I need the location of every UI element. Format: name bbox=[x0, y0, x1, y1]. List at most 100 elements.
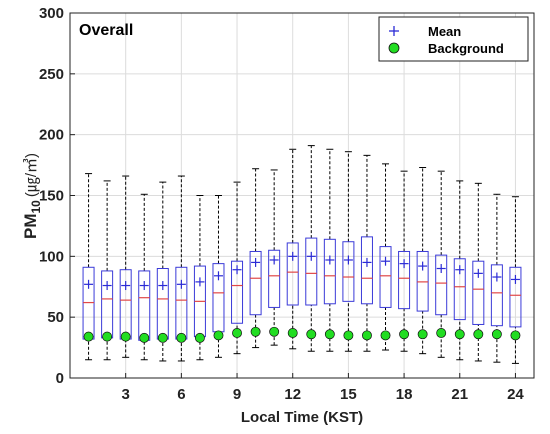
background-series bbox=[83, 326, 521, 343]
background-point-hour-22 bbox=[473, 329, 484, 340]
x-tick-label: 21 bbox=[451, 386, 468, 403]
legend: Mean Background bbox=[378, 16, 529, 62]
box-hour-16 bbox=[360, 154, 373, 352]
x-axis-label: Local Time (KST) bbox=[241, 409, 363, 426]
background-point-hour-14 bbox=[324, 329, 335, 340]
box-hour-10 bbox=[249, 168, 262, 349]
mean-marker-hour-13 bbox=[306, 251, 316, 261]
x-tick-label: 6 bbox=[177, 386, 185, 403]
legend-background-marker bbox=[388, 42, 400, 54]
background-point-hour-2 bbox=[102, 331, 113, 342]
legend-box bbox=[378, 16, 529, 62]
background-point-hour-19 bbox=[417, 329, 428, 340]
panel-label: Overall bbox=[79, 22, 133, 39]
y-axis-label-subscript: 10 bbox=[29, 200, 43, 214]
background-point-hour-6 bbox=[176, 332, 187, 343]
background-point-hour-15 bbox=[343, 330, 354, 341]
iqr-box bbox=[453, 258, 466, 321]
box-hour-15 bbox=[342, 151, 355, 352]
iqr-box bbox=[490, 264, 503, 327]
iqr-box bbox=[231, 260, 244, 324]
box-hour-6 bbox=[175, 175, 188, 362]
legend-mean-marker bbox=[389, 26, 399, 36]
mean-marker-hour-20 bbox=[436, 264, 446, 273]
iqr-box bbox=[509, 266, 522, 328]
mean-marker-hour-16 bbox=[362, 257, 372, 267]
y-axis-label-units: (㎍/㎥) bbox=[23, 153, 40, 197]
x-tick-label: 18 bbox=[396, 386, 413, 403]
y-axis-label-main: PM bbox=[21, 214, 40, 240]
y-tick-label: 100 bbox=[39, 248, 64, 265]
y-axis-ticks: 0 50 100 150 200 250 300 bbox=[39, 5, 75, 387]
x-axis-ticks: 3 6 9 12 15 18 21 24 bbox=[122, 373, 524, 403]
box-hour-18 bbox=[398, 170, 411, 352]
background-point-hour-10 bbox=[250, 326, 261, 337]
iqr-box bbox=[268, 249, 281, 308]
box-hour-13 bbox=[305, 145, 318, 352]
iqr-box bbox=[286, 242, 299, 306]
y-tick-label: 250 bbox=[39, 66, 64, 83]
legend-mean-label: Mean bbox=[428, 24, 461, 39]
background-point-hour-5 bbox=[157, 332, 168, 343]
y-tick-label: 50 bbox=[47, 309, 64, 326]
mean-series bbox=[84, 251, 520, 291]
iqr-box bbox=[398, 250, 411, 310]
y-tick-label: 0 bbox=[56, 370, 64, 387]
x-tick-label: 9 bbox=[233, 386, 241, 403]
mean-marker-hour-12 bbox=[288, 251, 298, 261]
box-hour-23 bbox=[490, 193, 503, 363]
mean-marker-hour-7 bbox=[195, 277, 205, 287]
mean-marker-hour-19 bbox=[418, 261, 428, 271]
iqr-box bbox=[249, 250, 262, 316]
iqr-box bbox=[323, 238, 336, 305]
legend-background-label: Background bbox=[428, 41, 504, 56]
mean-marker-hour-18 bbox=[399, 259, 409, 269]
background-point-hour-3 bbox=[120, 331, 131, 342]
background-point-hour-24 bbox=[510, 330, 521, 341]
background-point-hour-13 bbox=[306, 329, 317, 340]
iqr-box bbox=[360, 236, 373, 305]
mean-marker-hour-17 bbox=[381, 256, 391, 266]
background-point-hour-16 bbox=[362, 330, 372, 341]
mean-marker-hour-2 bbox=[102, 281, 112, 291]
iqr-box bbox=[379, 246, 392, 308]
mean-marker-hour-8 bbox=[213, 271, 223, 281]
background-point-hour-18 bbox=[399, 329, 410, 340]
background-point-hour-8 bbox=[213, 330, 224, 341]
background-point-hour-21 bbox=[454, 329, 465, 340]
background-point-hour-20 bbox=[436, 328, 447, 338]
box-hour-14 bbox=[323, 148, 336, 352]
x-tick-label: 12 bbox=[284, 386, 301, 403]
mean-marker-hour-21 bbox=[455, 265, 465, 275]
iqr-box bbox=[416, 250, 429, 312]
mean-marker-hour-4 bbox=[139, 281, 149, 291]
iqr-box bbox=[472, 260, 485, 325]
mean-marker-hour-10 bbox=[251, 257, 261, 267]
mean-marker-hour-6 bbox=[176, 279, 186, 289]
mean-marker-hour-22 bbox=[473, 268, 483, 278]
box-series bbox=[82, 145, 522, 364]
x-tick-label: 24 bbox=[507, 386, 524, 403]
mean-marker-hour-14 bbox=[325, 255, 335, 265]
iqr-box bbox=[342, 241, 355, 302]
box-hour-17 bbox=[379, 163, 392, 351]
x-tick-label: 15 bbox=[340, 386, 357, 403]
background-point-hour-1 bbox=[83, 331, 94, 342]
mean-marker-hour-3 bbox=[121, 281, 131, 291]
x-tick-label: 3 bbox=[122, 386, 130, 403]
box-hour-5 bbox=[156, 181, 169, 362]
background-point-hour-17 bbox=[380, 330, 391, 341]
mean-marker-hour-23 bbox=[492, 272, 502, 282]
background-point-hour-4 bbox=[139, 332, 150, 343]
y-tick-label: 150 bbox=[39, 188, 64, 205]
iqr-box bbox=[305, 237, 318, 306]
background-point-hour-11 bbox=[269, 326, 280, 337]
background-point-hour-9 bbox=[232, 328, 242, 338]
box-hour-12 bbox=[286, 148, 299, 350]
y-axis-label: PM10 (㎍/㎥) bbox=[21, 153, 43, 239]
box-hour-11 bbox=[268, 169, 281, 346]
y-tick-label: 200 bbox=[39, 127, 64, 144]
iqr-box bbox=[435, 254, 448, 316]
mean-marker-hour-11 bbox=[269, 255, 279, 265]
